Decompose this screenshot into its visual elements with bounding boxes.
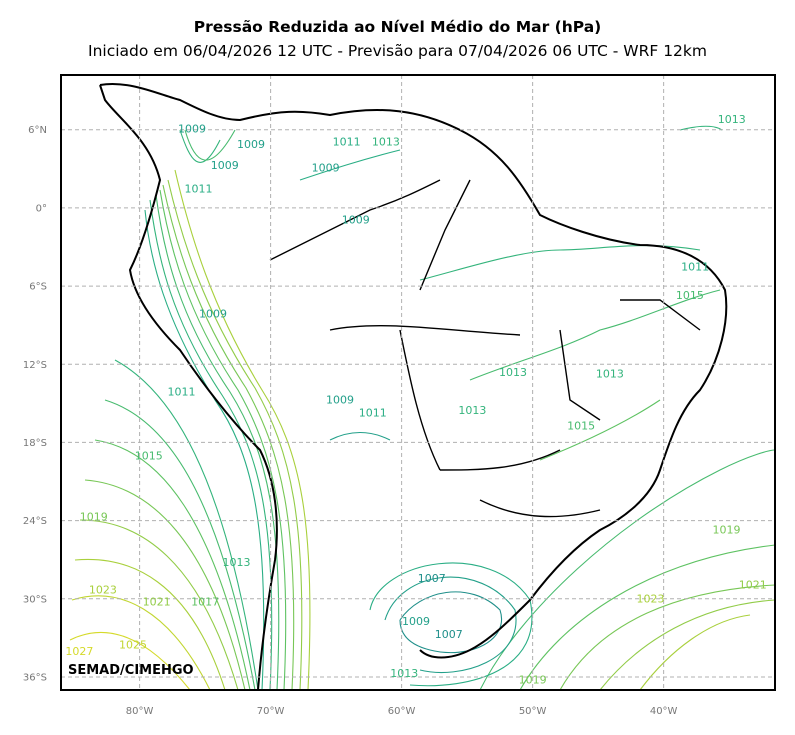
- isobar-label: 1013: [372, 135, 400, 148]
- isobar-label: 1011: [185, 182, 213, 195]
- longitude-labels: 80°W 70°W 60°W 50°W 40°W: [126, 706, 678, 717]
- frame-border: [60, 74, 776, 691]
- isobar-label: 1019: [713, 524, 741, 537]
- isobar-label: 1009: [312, 161, 340, 174]
- isobar-label: 1009: [199, 307, 227, 320]
- isobar-label: 1011: [333, 135, 361, 148]
- isobar-label: 1009: [178, 122, 206, 135]
- isobar-label: 1015: [676, 289, 704, 302]
- lat-tick-label: 18°S: [23, 438, 47, 449]
- country-borders: [99, 83, 728, 690]
- isobar-lines: [69, 125, 775, 690]
- isobar-label: 1013: [223, 556, 251, 569]
- isobar-label: 1013: [596, 367, 624, 380]
- isobar-labels: 1009 1009 1009 1011 1011 1013 1009 1009 1013 1011…: [65, 113, 766, 686]
- isobar-label: 1021: [739, 578, 767, 591]
- map-frame: [61, 75, 775, 690]
- isobar-label: 1025: [119, 638, 147, 651]
- isobar-label: 1019: [519, 673, 547, 686]
- lat-tick-label: 30°S: [23, 594, 47, 605]
- lon-tick-label: 80°W: [126, 706, 154, 717]
- isobar-label: 1015: [135, 449, 163, 462]
- isobar-label: 1007: [418, 572, 446, 585]
- isobar-label: 1027: [65, 645, 93, 658]
- latitude-labels: 6°N 0° 6°S 12°S 18°S 24°S 30°S 36°S: [23, 125, 47, 683]
- lat-tick-label: 36°S: [23, 672, 47, 683]
- state-borders: [269, 179, 701, 518]
- lat-tick-label: 6°N: [28, 125, 47, 136]
- isobar-label: 1023: [637, 593, 665, 606]
- isobar-label: 1017: [191, 595, 219, 608]
- isobar-label: 1009: [342, 214, 370, 227]
- lat-tick-label: 24°S: [23, 516, 47, 527]
- credit-label: SEMAD/CIMEHGO: [68, 663, 194, 678]
- map-title: Pressão Reduzida ao Nível Médio do Mar (…: [193, 18, 602, 36]
- lat-tick-label: 6°S: [29, 282, 47, 293]
- isobar-label: 1009: [237, 138, 265, 151]
- lon-tick-label: 60°W: [388, 706, 416, 717]
- isobar-label: 1007: [435, 628, 463, 641]
- isobar-label: 1009: [402, 615, 430, 628]
- isobar-label: 1009: [211, 159, 239, 172]
- isobar-label: 1013: [499, 366, 527, 379]
- isobar-label: 1023: [89, 584, 117, 597]
- isobar-label: 1011: [168, 386, 196, 399]
- lat-tick-label: 0°: [36, 203, 47, 214]
- lat-lon-grid: [61, 75, 775, 690]
- isobar-label: 1009: [326, 393, 354, 406]
- lon-tick-label: 70°W: [257, 706, 285, 717]
- isobar-label: 1021: [143, 595, 171, 608]
- isobar-label: 1013: [458, 404, 486, 417]
- isobar-label: 1019: [80, 511, 108, 524]
- isobar-label: 1011: [681, 260, 709, 273]
- isobar-label: 1011: [359, 406, 387, 419]
- lon-tick-label: 50°W: [519, 706, 547, 717]
- isobar-label: 1013: [390, 667, 418, 680]
- isobar-label: 1013: [718, 113, 746, 126]
- map-subtitle: Iniciado em 06/04/2026 12 UTC - Previsão…: [88, 42, 707, 60]
- lon-tick-label: 40°W: [650, 706, 678, 717]
- lat-tick-label: 12°S: [23, 360, 47, 371]
- isobar-label: 1015: [567, 419, 595, 432]
